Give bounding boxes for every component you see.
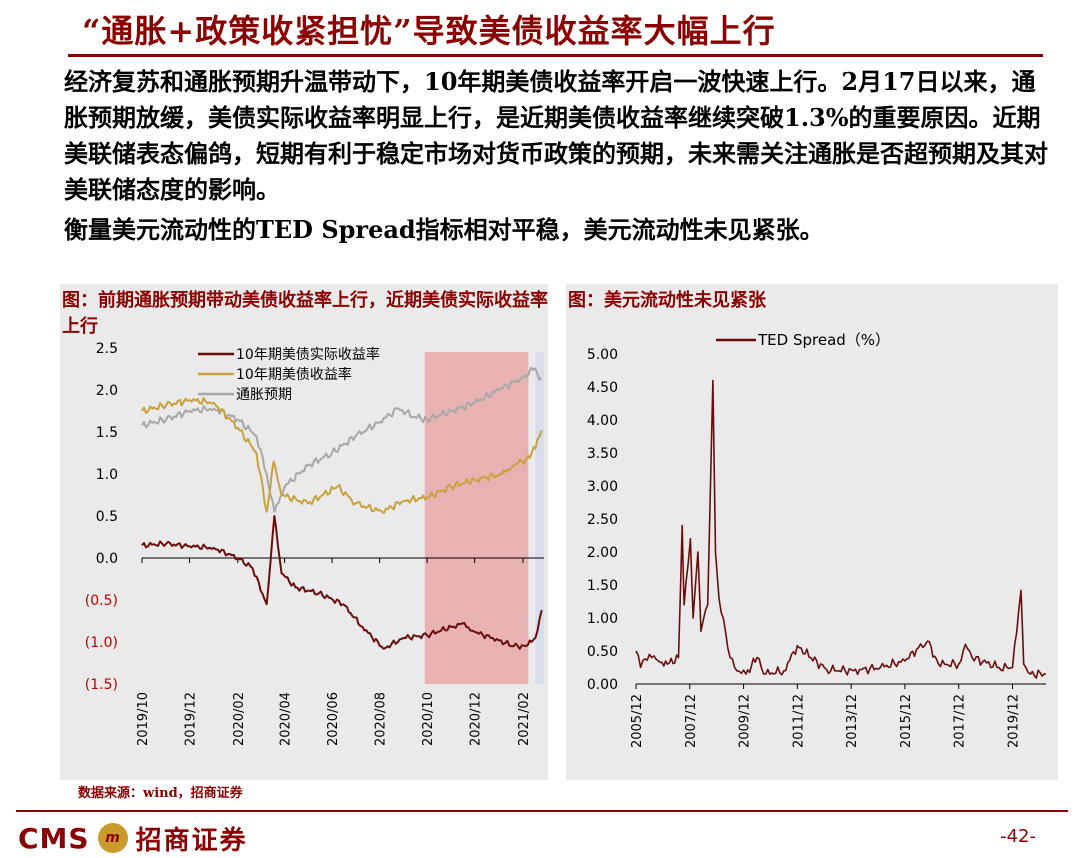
legend-label: 10年期美债实际收益率 (236, 346, 380, 363)
yields-x-tick-label: 2019/10 (136, 692, 151, 746)
yields-x-tick-label: 2020/06 (326, 692, 341, 746)
yields-x-tick-label: 2020/02 (232, 692, 247, 746)
chart-title-ted: 图：美元流动性未见紧张 (568, 290, 766, 311)
series-line (141, 515, 543, 650)
legend-label: 通胀预期 (236, 387, 292, 403)
chart-ted-spread: 5.00 4.50 4.00 3.50 3.00 2.50 2.00 1.50 1.00 0.50… (587, 331, 1046, 748)
y-tick-label: 1.0 (96, 467, 118, 483)
y-tick-label: 1.50 (587, 578, 618, 594)
y-tick-label: 2.5 (96, 341, 118, 357)
ted-x-tick-label: 2015/12 (899, 694, 914, 748)
ted-x-tick-label: 2019/12 (1006, 694, 1021, 748)
legend-label: 10年期美债收益率 (236, 366, 352, 383)
body-paragraph-2: 衡量美元流动性的TED Spread指标相对平稳，美元流动性未见紧张。 (64, 215, 824, 244)
yields-x-tick-label: 2020/04 (279, 692, 294, 746)
series-line (635, 379, 1046, 679)
y-tick-label: 5.00 (587, 347, 618, 363)
yields-x-tick-label: 2021/02 (517, 692, 532, 746)
page-number: -42- (1000, 826, 1036, 847)
body-paragraph-1: 经济复苏和通胀预期升温带动下，10年期美债收益率开启一波快速上行。2月17日以来… (64, 67, 1048, 204)
title-divider (68, 54, 1043, 57)
y-tick-label: 2.00 (587, 545, 618, 561)
shaded-range (424, 352, 529, 684)
y-tick-label: (1.5) (85, 677, 118, 693)
yields-x-tick-label: 2020/12 (469, 692, 484, 746)
data-source: 数据来源：wind，招商证券 (78, 786, 243, 801)
y-tick-label: 4.50 (587, 380, 618, 396)
y-tick-label: 3.00 (587, 479, 618, 495)
y-tick-label: 2.0 (96, 383, 118, 399)
ted-x-tick-label: 2017/12 (953, 694, 968, 748)
y-tick-label: 0.5 (96, 509, 118, 525)
y-tick-label: 1.00 (587, 611, 618, 627)
y-tick-label: 0.50 (587, 644, 618, 660)
y-tick-label: (1.0) (85, 635, 118, 651)
chart-title-yields: 图：前期通胀预期带动美债收益率上行，近期美债实际收益率上行 (62, 290, 548, 337)
cms-logo: CMS m 招商证券 (18, 818, 248, 858)
chart-yields: 2.5 2.0 1.5 1.0 0.5 0.0 (0.5) (1.0) (1.5) 2019/10… (85, 341, 544, 746)
logo-badge-icon: m (97, 823, 128, 853)
yields-x-tick-label: 2019/12 (184, 692, 199, 746)
logo-cn-text: 招商证券 (135, 825, 248, 856)
y-tick-label: 0.00 (587, 677, 618, 693)
legend-label: TED Spread（%） (757, 331, 890, 349)
logo-text: CMS (18, 821, 90, 855)
page-title: “通胀+政策收紧担忧”导致美债收益率大幅上行 (82, 12, 776, 50)
y-tick-label: 2.50 (587, 512, 618, 528)
ted-x-tick-label: 2005/12 (630, 694, 645, 748)
chart-panel-ted (566, 284, 1058, 780)
yields-x-tick-label: 2020/08 (374, 692, 389, 746)
y-tick-label: (0.5) (85, 593, 118, 609)
body-text: 经济复苏和通胀预期升温带动下，10年期美债收益率开启一波快速上行。2月17日以来… (64, 64, 1054, 248)
ted-x-tick-label: 2009/12 (738, 694, 753, 748)
ted-x-tick-label: 2013/12 (845, 694, 860, 748)
series-line (141, 366, 543, 513)
footer-divider (16, 810, 1068, 812)
y-tick-label: 1.5 (96, 425, 118, 441)
shaded-range (535, 352, 544, 684)
y-tick-label: 4.00 (587, 413, 618, 429)
ted-x-tick-label: 2011/12 (791, 694, 806, 748)
series-line (141, 397, 543, 514)
y-tick-label: 3.50 (587, 446, 618, 462)
ted-x-tick-label: 2007/12 (684, 694, 699, 748)
yields-x-tick-label: 2020/10 (421, 692, 436, 746)
y-tick-label: 0.0 (96, 551, 118, 567)
